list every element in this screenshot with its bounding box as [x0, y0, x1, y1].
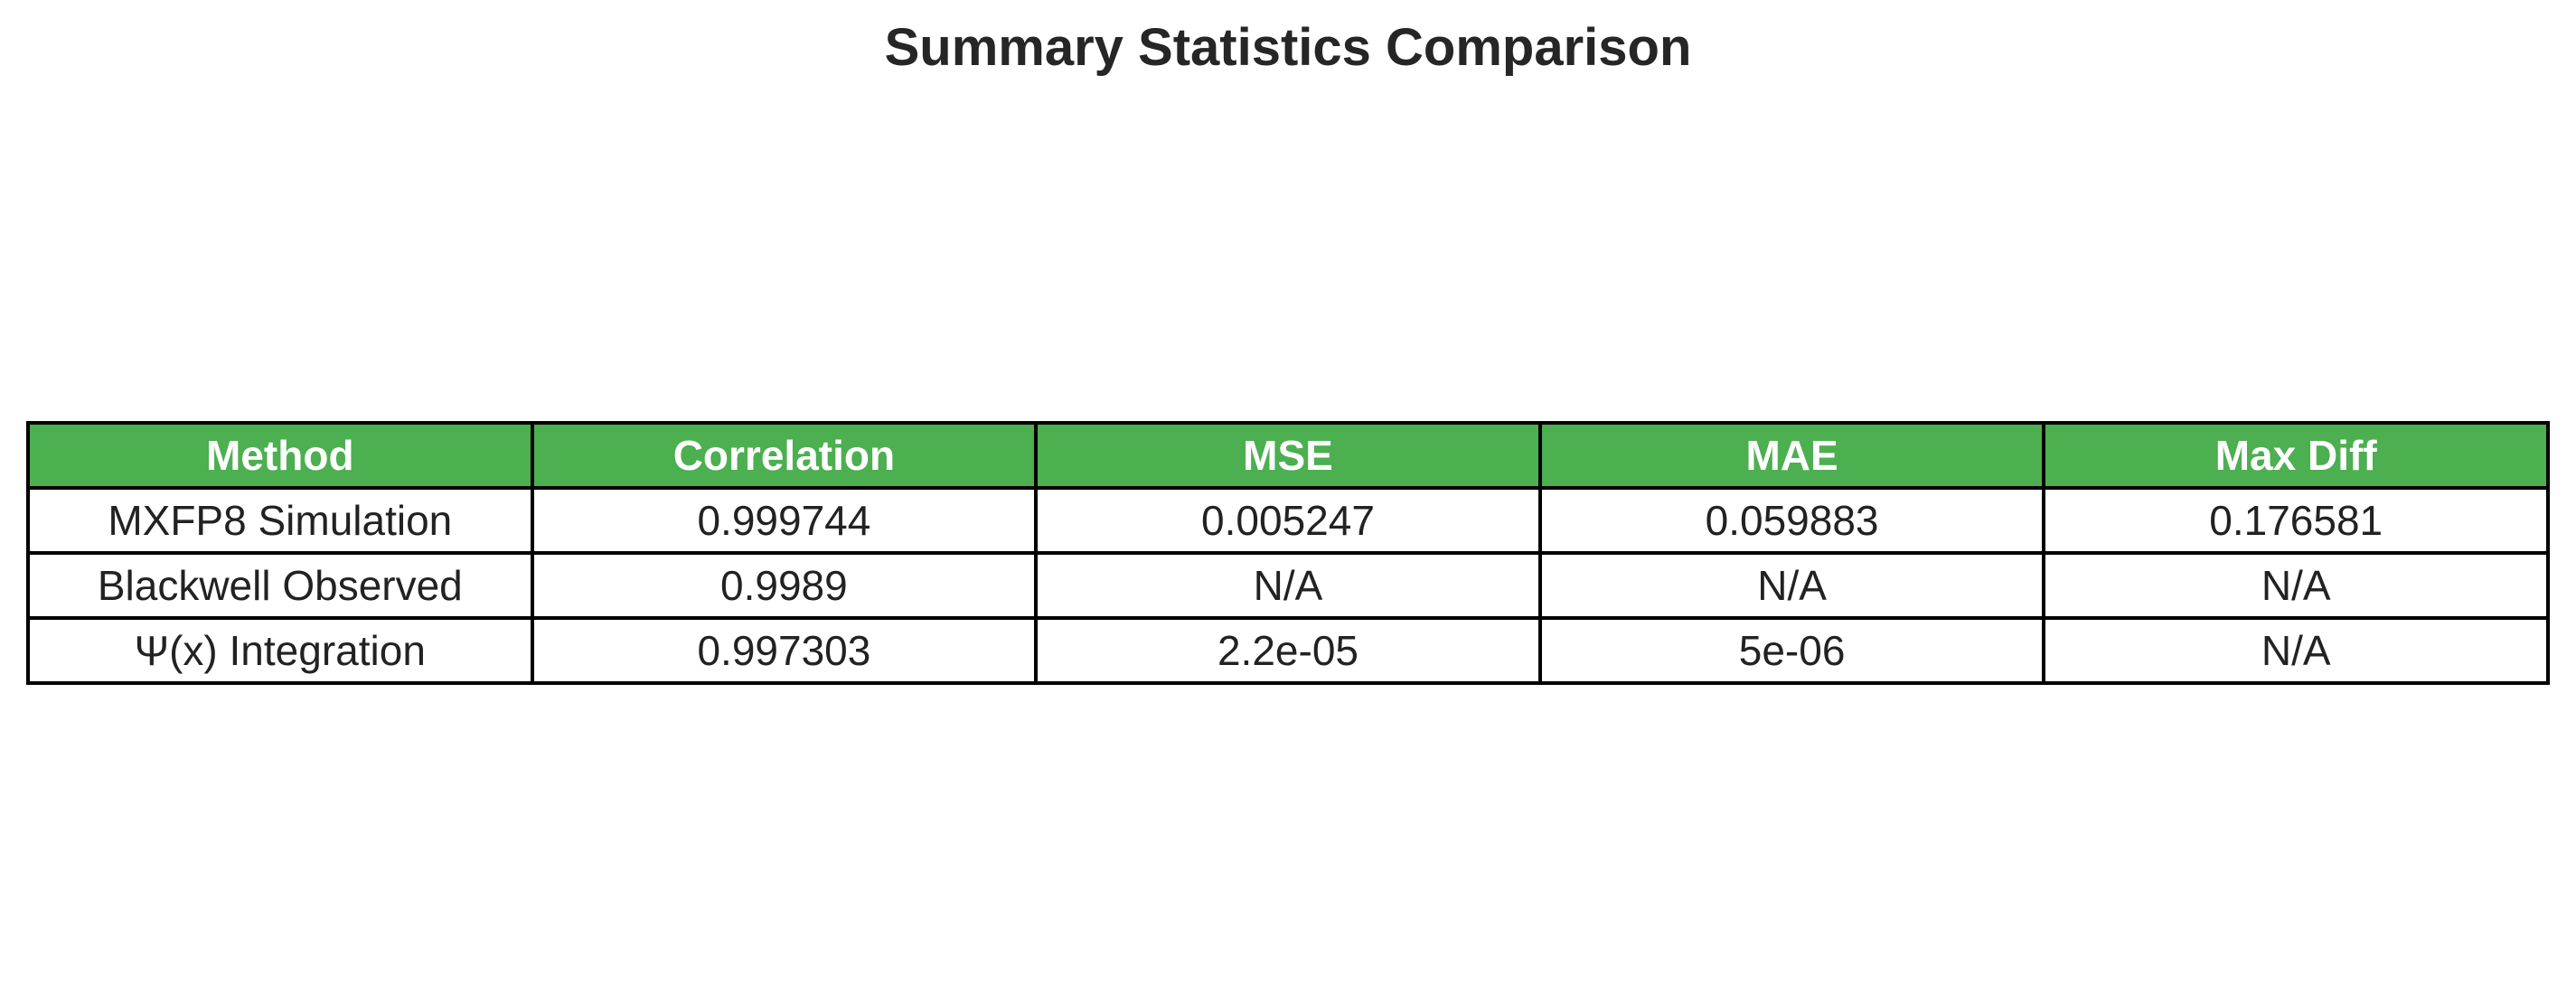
cell-mse: 0.005247 [1034, 486, 1542, 555]
column-header-mae: MAE [1537, 421, 2046, 490]
cell-mae: 0.059883 [1537, 486, 2046, 555]
summary-statistics-table: Method Correlation MSE MAE Max Diff MXFP… [26, 421, 2550, 685]
cell-max-diff: N/A [2042, 551, 2550, 620]
table-row: Ψ(x) Integration 0.997303 2.2e-05 5e-06 … [26, 616, 2550, 685]
cell-mse: N/A [1034, 551, 1542, 620]
cell-max-diff: 0.176581 [2042, 486, 2550, 555]
cell-mae: N/A [1537, 551, 2046, 620]
cell-method: Blackwell Observed [26, 551, 534, 620]
cell-max-diff: N/A [2042, 616, 2550, 685]
table-row: MXFP8 Simulation 0.999744 0.005247 0.059… [26, 486, 2550, 555]
table-row: Blackwell Observed 0.9989 N/A N/A N/A [26, 551, 2550, 620]
cell-correlation: 0.999744 [530, 486, 1039, 555]
table-header-row: Method Correlation MSE MAE Max Diff [26, 421, 2550, 490]
cell-mae: 5e-06 [1537, 616, 2046, 685]
column-header-correlation: Correlation [530, 421, 1039, 490]
column-header-max-diff: Max Diff [2042, 421, 2550, 490]
cell-correlation: 0.997303 [530, 616, 1039, 685]
column-header-method: Method [26, 421, 534, 490]
column-header-mse: MSE [1034, 421, 1542, 490]
cell-mse: 2.2e-05 [1034, 616, 1542, 685]
cell-correlation: 0.9989 [530, 551, 1039, 620]
cell-method: MXFP8 Simulation [26, 486, 534, 555]
cell-method: Ψ(x) Integration [26, 616, 534, 685]
chart-title: Summary Statistics Comparison [884, 18, 1692, 77]
